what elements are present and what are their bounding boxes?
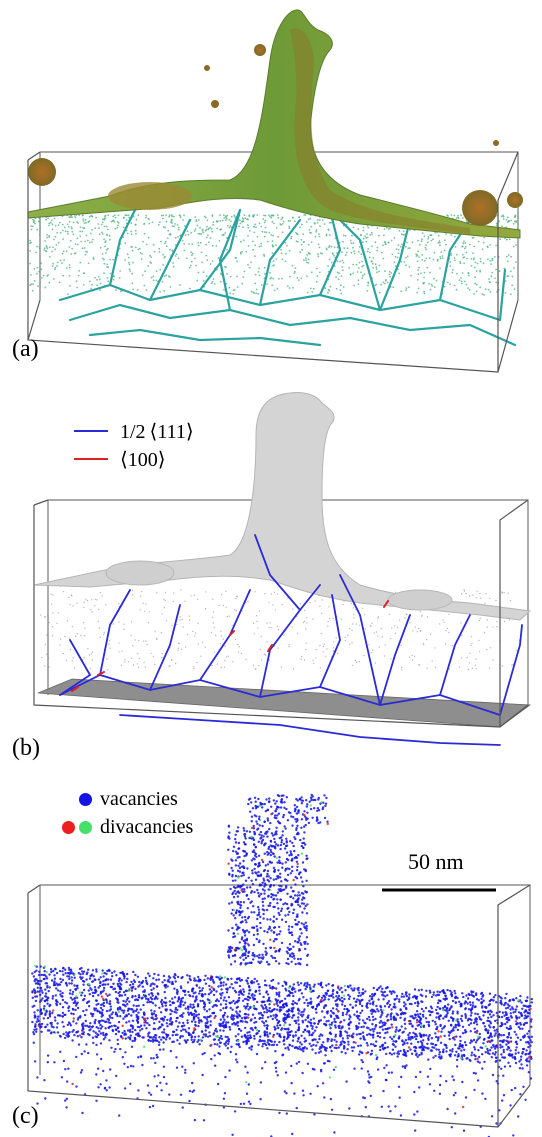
box-front-edges [33, 499, 529, 728]
panel-c: vacancies divacancies 50 nm (c) [0, 785, 542, 1137]
legend-text-divacancies: divacancies [100, 815, 194, 838]
blob-a-top [254, 44, 266, 56]
panel-b: 1/2 ⟨111⟩ ⟨100⟩ (b) [0, 375, 542, 785]
legend-dot-divacancy-red [62, 820, 75, 834]
mesh-bump-b-2 [387, 589, 453, 611]
mesh-bump-b-1 [105, 560, 175, 586]
legend-line-100 [74, 458, 108, 460]
bottom-plate-b [37, 678, 532, 728]
legend-item-111: 1/2 ⟨111⟩ [74, 417, 194, 445]
panel-label-c: (c) [12, 1103, 39, 1129]
legend-item-vacancies: vacancies [62, 785, 193, 813]
surface-a [27, 9, 521, 239]
legend-item-100: ⟨100⟩ [74, 445, 194, 473]
surface-a-shadow [290, 28, 470, 235]
legend-b: 1/2 ⟨111⟩ ⟨100⟩ [74, 417, 194, 473]
dislocations-100 [71, 600, 389, 692]
blob-a-left [28, 158, 56, 186]
panel-b-render [33, 392, 532, 746]
scale-bar-label: 50 nm [408, 849, 464, 874]
legend-text-vacancies: vacancies [100, 787, 178, 810]
panel-c-render [27, 793, 533, 1137]
legend-text-111: 1/2 ⟨111⟩ [120, 420, 194, 443]
dislocation-network-a [58, 198, 517, 347]
legend-item-divacancies: divacancies [62, 813, 193, 841]
panel-label-b: (b) [12, 735, 40, 761]
vacancy-cloud [31, 793, 533, 1137]
panel-a-render [27, 9, 523, 373]
legend-dot-divacancy-green [79, 820, 92, 834]
bump-a-1 [108, 182, 192, 210]
legend-c: vacancies divacancies [62, 785, 193, 841]
legend-dot-vacancies [79, 792, 92, 806]
box-front-edges [27, 884, 531, 1128]
panel-label-a: (a) [12, 336, 39, 362]
legend-text-100: ⟨100⟩ [120, 448, 166, 471]
panel-a: (a) [0, 0, 542, 375]
box-front-edges [27, 151, 519, 373]
blob-a-far-right [507, 192, 523, 208]
legend-line-111 [74, 430, 108, 432]
blob-a-right [462, 190, 498, 226]
